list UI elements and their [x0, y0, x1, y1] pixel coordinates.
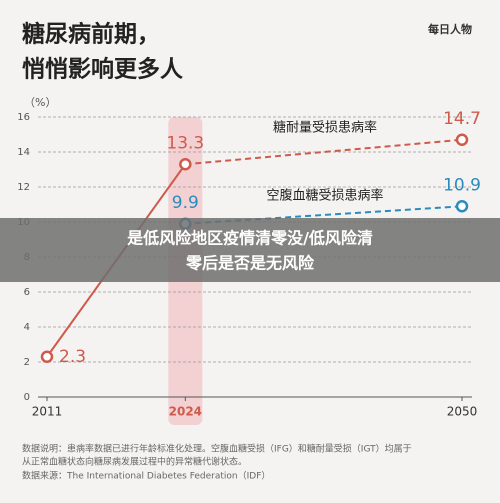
y-axis-label: （%）	[24, 96, 56, 109]
y-tick-label: 6	[24, 287, 30, 298]
y-tick-label: 4	[24, 322, 30, 333]
title-line: 悄悄影响更多人	[22, 56, 184, 83]
title-line: 糖尿病前期，	[22, 21, 160, 48]
y-tick-label: 12	[17, 182, 30, 193]
y-tick-label: 2	[24, 357, 30, 368]
banner-text: 是低风险地区疫情清零没/低风险清	[126, 229, 373, 248]
point	[40, 350, 54, 363]
value-label: 2.3	[59, 347, 86, 367]
value-label: 10.9	[443, 175, 481, 195]
value-label: 13.3	[166, 133, 204, 153]
series-line	[185, 138, 463, 166]
series-name: 糖耐量受损患病率	[273, 120, 377, 136]
point	[455, 200, 469, 213]
x-tick-label: 2050	[447, 405, 478, 419]
value-label: 14.7	[443, 109, 481, 129]
y-tick-label: 14	[17, 147, 30, 158]
logo: 每日人物	[428, 22, 472, 36]
series-name: 空腹血糖受损患病率	[266, 188, 383, 204]
series-line	[185, 205, 463, 225]
banner	[0, 218, 500, 282]
banner-text: 零后是否是无风险	[185, 254, 315, 273]
x-tick-label: 2024	[169, 405, 202, 419]
note: 从正常血糖状态向糖尿病发展过程中的异常糖代谢状态。	[22, 456, 247, 468]
value-label: 9.9	[172, 193, 199, 213]
x-tick-label: 2011	[32, 405, 63, 419]
y-tick-label: 0	[24, 392, 30, 403]
point	[179, 158, 192, 171]
y-tick-label: 16	[17, 112, 30, 123]
point	[455, 133, 469, 146]
note: 数据说明：患病率数据已进行年龄标准化处理。空腹血糖受损（IFG）和糖耐量受损（I…	[22, 443, 412, 455]
note: 数据来源：The International Diabetes Federati…	[22, 470, 270, 482]
